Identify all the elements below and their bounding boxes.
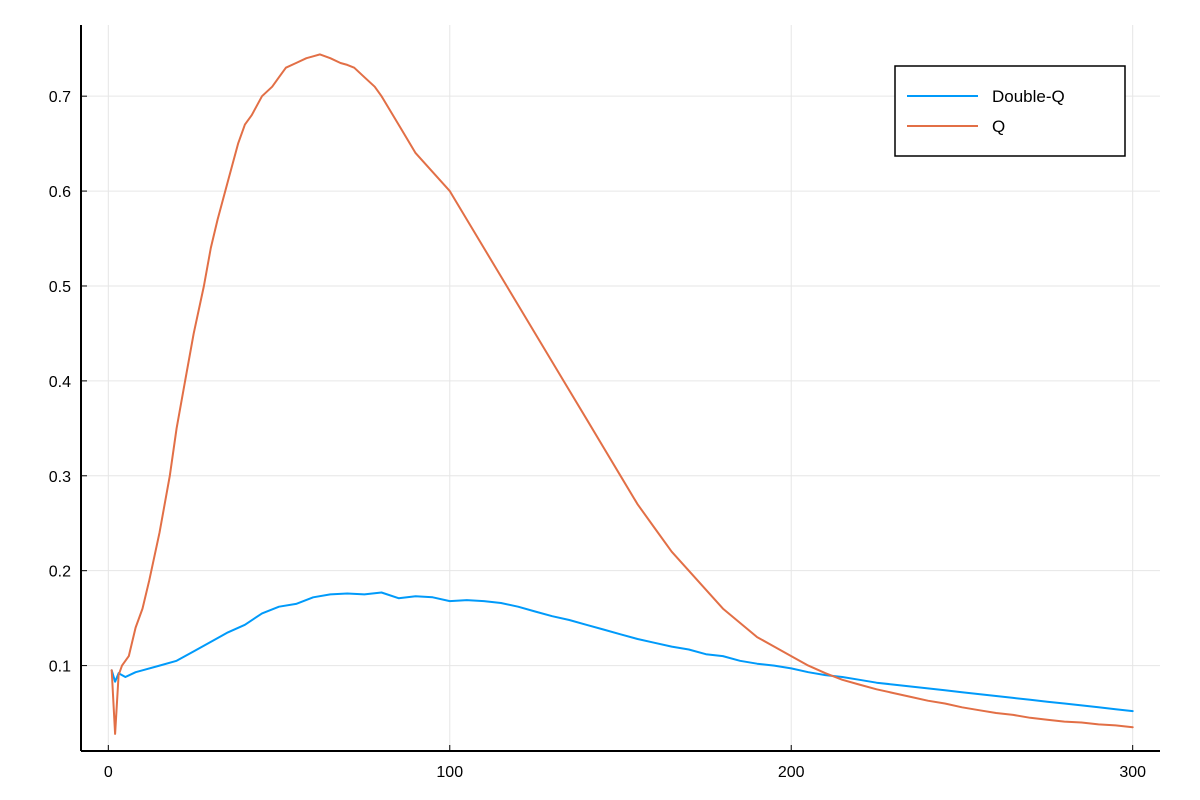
axis-ticks: 0 100 200 300 0.1 0.2 0.3 0.4 0.5 0.6 0.7: [49, 89, 1146, 781]
y-tick-label: 0.2: [49, 564, 71, 581]
series-line-double-q: [110, 591, 1134, 713]
legend: Double-Q Q: [894, 65, 1126, 157]
series-line-q: [110, 53, 1134, 735]
legend-box: [894, 65, 1126, 157]
y-tick-label: 0.4: [49, 374, 71, 391]
grid-lines: [81, 25, 1160, 751]
y-tick-label: 0.7: [49, 89, 71, 106]
y-tick-label: 0.5: [49, 279, 71, 296]
legend-label-double-q: Double-Q: [992, 87, 1065, 106]
x-tick-label: 200: [778, 764, 805, 781]
x-tick-label: 100: [436, 764, 463, 781]
axes: [80, 25, 1160, 752]
y-tick-label: 0.1: [49, 659, 71, 676]
x-tick-label: 300: [1119, 764, 1146, 781]
legend-items: Double-Q Q: [907, 87, 1065, 136]
y-tick-label: 0.6: [49, 184, 71, 201]
legend-label-q: Q: [992, 117, 1005, 136]
x-tick-label: 0: [104, 764, 113, 781]
series-lines: [110, 53, 1134, 735]
y-tick-label: 0.3: [49, 469, 71, 486]
